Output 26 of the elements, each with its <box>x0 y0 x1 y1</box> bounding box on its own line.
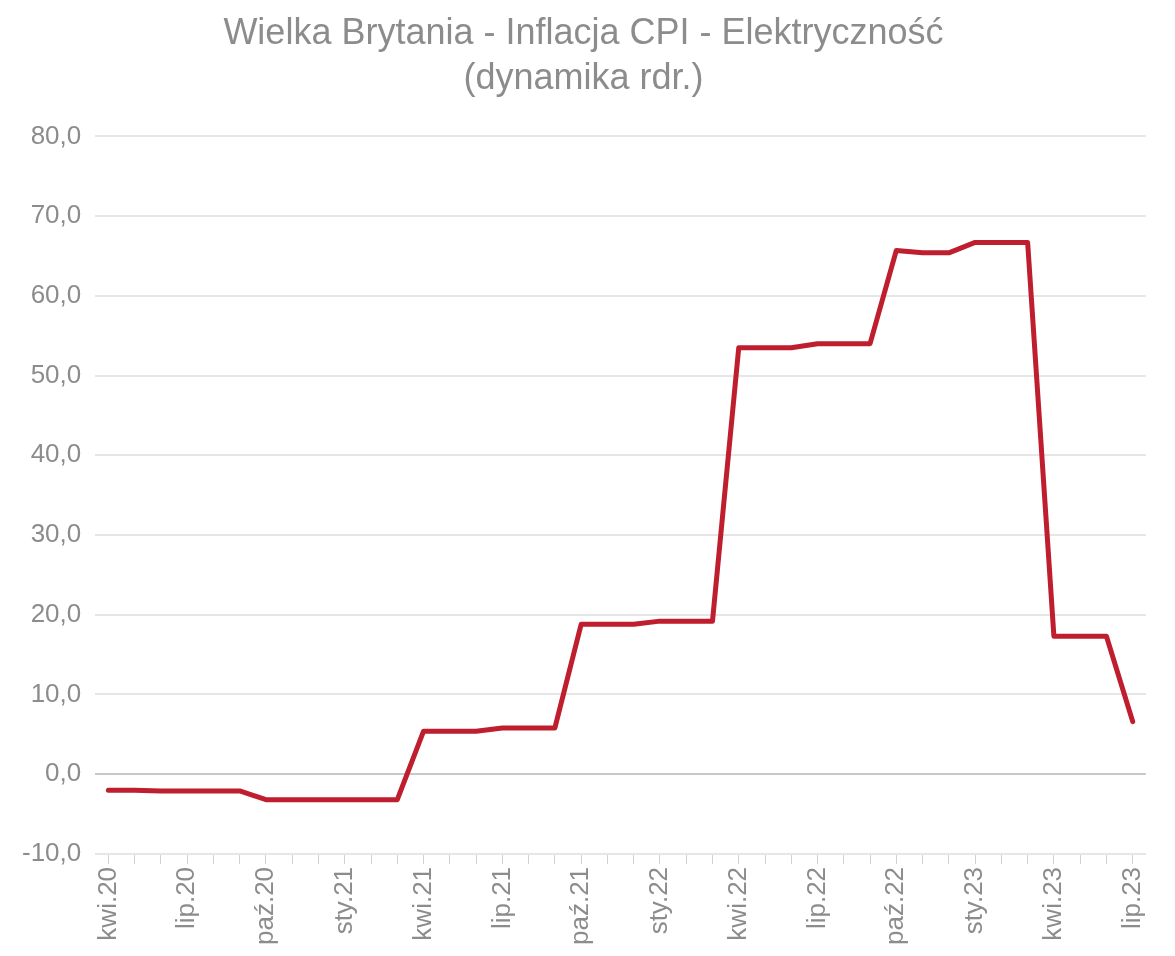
x-tick-label: sty.21 <box>327 866 358 935</box>
x-tick-label: lip.21 <box>485 866 516 930</box>
x-tick-label: lip.23 <box>1115 866 1146 930</box>
y-tick-label: 40,0 <box>30 438 82 469</box>
x-tick-label: kwi.21 <box>406 866 437 941</box>
y-tick-label: 30,0 <box>30 518 82 549</box>
y-tick-label: 70,0 <box>30 199 82 230</box>
x-tick-label: sty.22 <box>643 866 674 935</box>
x-tick-label: paź.22 <box>879 866 910 946</box>
y-tick-label: -10,0 <box>22 837 82 868</box>
x-tick-label: paź.20 <box>249 866 280 946</box>
y-tick-label: 50,0 <box>30 358 82 389</box>
y-tick-label: 60,0 <box>30 279 82 310</box>
y-tick-label: 10,0 <box>30 677 82 708</box>
chart-subtitle: (dynamika rdr.) <box>463 55 704 97</box>
x-tick-label: kwi.22 <box>721 866 752 941</box>
x-tick-label: sty.23 <box>958 866 989 935</box>
x-tick-label: lip.22 <box>800 866 831 930</box>
x-tick-label: lip.20 <box>170 866 201 930</box>
chart-title: Wielka Brytania - Inflacja CPI - Elektryczność <box>223 10 944 52</box>
y-tick-label: 80,0 <box>30 119 82 150</box>
x-tick-label: kwi.20 <box>91 866 122 941</box>
x-tick-label: kwi.23 <box>1037 866 1068 941</box>
y-tick-label: 20,0 <box>30 597 82 628</box>
y-tick-label: 0,0 <box>45 757 82 788</box>
x-tick-label: paź.21 <box>564 866 595 946</box>
